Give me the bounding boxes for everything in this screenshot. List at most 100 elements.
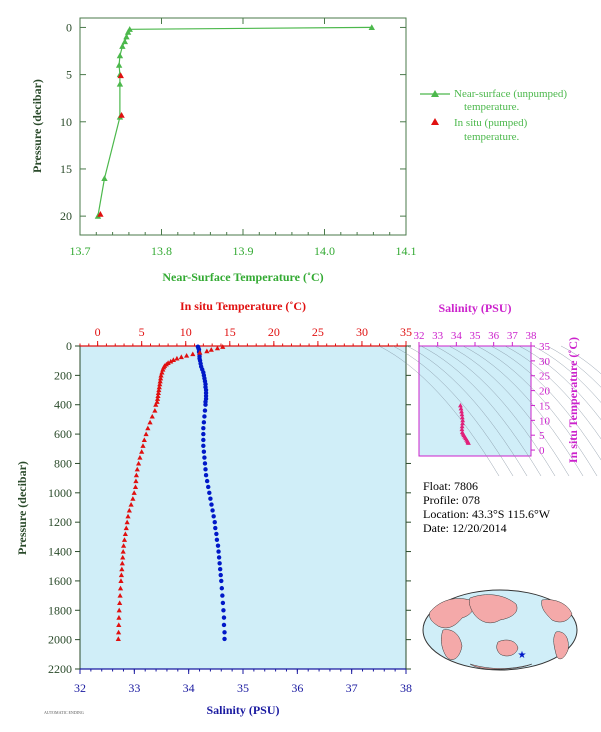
salinity-point <box>221 622 227 628</box>
temperature-point <box>135 460 142 466</box>
temperature-point <box>121 543 127 548</box>
temperature-point <box>159 369 165 375</box>
top-x-tick-label: 14.1 <box>396 244 417 258</box>
sal-tick-label: 33 <box>128 681 140 695</box>
pressure-tick-label: 1400 <box>48 545 72 559</box>
temp-tick-label: 30 <box>356 325 368 339</box>
salinity-point <box>221 615 227 620</box>
temperature-point <box>157 378 163 384</box>
pressure-tick-label: 1200 <box>48 515 72 529</box>
pressure-tick-label: 2200 <box>48 662 72 676</box>
salinity-point <box>203 402 208 407</box>
temperature-point <box>120 548 126 554</box>
salinity-point <box>216 555 222 560</box>
density-contour <box>518 345 601 421</box>
temperature-point <box>140 443 146 448</box>
temperature-point <box>124 519 130 525</box>
salinity-point <box>222 636 227 642</box>
pressure-tick-label: 0 <box>66 339 72 353</box>
salinity-point <box>215 543 221 548</box>
main-plot-background <box>80 346 406 669</box>
density-contour <box>560 345 601 375</box>
salinity-point <box>212 519 217 525</box>
map-land-north-america <box>541 599 573 623</box>
salinity-point <box>221 608 226 613</box>
sal-tick-label: 35 <box>237 681 249 695</box>
salinity-point <box>207 490 212 496</box>
top-x-tick-label: 13.7 <box>70 244 91 258</box>
pressure-tick-label: 600 <box>54 427 72 441</box>
ts-point <box>460 420 465 426</box>
salinity-point <box>213 525 218 531</box>
ts-x-axis-label: Salinity (PSU) <box>438 301 511 315</box>
legend-in-situ-line2: temperature. <box>464 131 520 143</box>
temperature-point <box>208 347 214 352</box>
temperature-point <box>116 622 122 628</box>
ts-y-tick-label: 25 <box>539 371 551 383</box>
temperature-point <box>118 572 125 578</box>
ts-x-tick-label: 36 <box>488 330 500 342</box>
info-location: Location: 43.3°S 115.6°W <box>423 507 551 521</box>
pressure-tick-label: 1800 <box>48 603 72 617</box>
salinity-point <box>217 566 223 572</box>
temperature-point <box>155 390 162 396</box>
density-contour <box>378 345 500 477</box>
ts-density-contours <box>378 345 601 477</box>
temperature-point <box>130 496 136 501</box>
ts-point <box>459 411 465 417</box>
map-land-eurasia-west <box>429 598 474 629</box>
temperature-point <box>117 585 124 591</box>
salinity-point <box>203 473 209 478</box>
temperature-point <box>178 354 184 360</box>
temperature-point <box>133 472 139 478</box>
ts-y-tick-label: 10 <box>539 415 551 427</box>
ts-point <box>459 426 465 432</box>
salinity-point <box>202 455 207 460</box>
temperature-point <box>120 554 126 560</box>
salinity-point <box>202 408 208 413</box>
temperature-point <box>157 381 163 387</box>
near-surface-point <box>121 38 129 45</box>
ts-series <box>458 403 471 445</box>
ts-x-tick-label: 32 <box>414 330 425 342</box>
ts-point <box>458 403 463 408</box>
temperature-point <box>156 387 162 393</box>
temperature-point <box>214 345 221 351</box>
pressure-tick-label: 200 <box>54 368 72 382</box>
sal-tick-label: 36 <box>291 681 303 695</box>
ts-point <box>459 414 465 420</box>
temperature-point <box>158 372 164 378</box>
ts-axis-ticks: 32 33 34 35 36 37 38 0 5 10 15 20 25 30 35 <box>414 330 551 457</box>
main-series <box>115 344 227 642</box>
ts-y-tick-label: 5 <box>539 430 545 442</box>
ts-x-tick-label: 34 <box>451 330 463 342</box>
in-situ-point <box>118 111 125 118</box>
ts-y-tick-label: 30 <box>539 356 551 368</box>
salinity-point <box>218 572 223 578</box>
temperature-point <box>152 408 158 413</box>
salinity-point <box>201 437 206 443</box>
temperature-point <box>117 592 123 598</box>
density-contour <box>504 345 601 440</box>
temperature-point <box>128 501 134 507</box>
temp-tick-label: 20 <box>268 325 280 339</box>
density-contour <box>392 345 514 477</box>
salinity-point <box>201 431 206 437</box>
ts-inset: 32 33 34 35 36 37 38 0 5 10 15 20 25 30 35 Salinity (P… <box>378 301 601 477</box>
temperature-point <box>154 396 161 401</box>
salinity-point <box>201 443 206 449</box>
temperature-point <box>117 600 123 606</box>
top-axis-ticks: 13.7 13.8 13.9 14.0 14.1 0 5 10 15 20 <box>60 18 417 258</box>
density-contour <box>420 345 542 477</box>
temperature-point <box>158 375 164 381</box>
in-situ-point <box>97 211 104 217</box>
legend-near-surface-line1: Near-surface (unpumped) <box>454 88 567 100</box>
density-contour <box>476 345 598 477</box>
near-surface-point <box>101 175 108 181</box>
top-x-axis-label: Near-Surface Temperature (˚C) <box>162 270 323 284</box>
legend-near-surface-line2: temperature. <box>464 101 520 113</box>
ts-x-tick-label: 37 <box>507 330 519 342</box>
temperature-point <box>116 607 122 613</box>
salinity-point <box>206 484 211 490</box>
temperature-point <box>115 629 122 635</box>
